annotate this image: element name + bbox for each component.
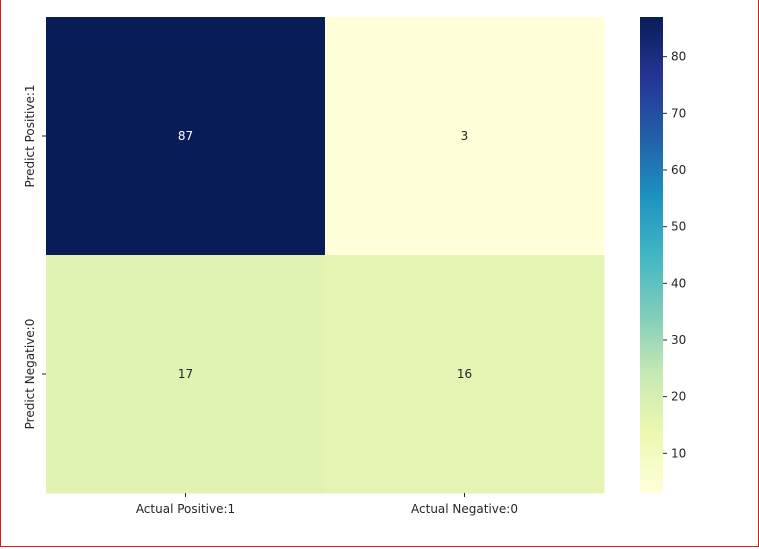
heatmap-cell-labels: 87 3 17 16 <box>178 129 472 381</box>
cell-value-label: 3 <box>461 129 469 143</box>
x-tick-label: Actual Negative:0 <box>411 502 518 516</box>
heatmap-cell-r0-c1 <box>325 17 605 256</box>
cell-value-label: 16 <box>457 367 472 381</box>
x-tick-label: Actual Positive:1 <box>136 502 235 516</box>
heatmap-cell-r0-c0 <box>46 17 326 256</box>
heatmap-cells <box>46 17 605 494</box>
colorbar-tick-label: 10 <box>671 446 686 460</box>
colorbar: 10 20 30 40 50 60 70 80 <box>640 17 686 493</box>
heatmap-cell-r1-c1 <box>325 255 605 494</box>
colorbar-tick-label: 60 <box>671 163 686 177</box>
y-axis: Predict Positive:1 Predict Negative:0 <box>23 84 46 429</box>
colorbar-tick-label: 30 <box>671 333 686 347</box>
heatmap-cell-r1-c0 <box>46 255 326 494</box>
x-axis: Actual Positive:1 Actual Negative:0 <box>136 493 518 516</box>
colorbar-tick-label: 80 <box>671 50 686 64</box>
cell-value-label: 87 <box>178 129 193 143</box>
colorbar-gradient <box>640 17 663 493</box>
colorbar-tick-label: 50 <box>671 220 686 234</box>
colorbar-tick-label: 40 <box>671 276 686 290</box>
cell-value-label: 17 <box>178 367 193 381</box>
y-tick-label: Predict Negative:0 <box>23 319 37 430</box>
colorbar-tick-label: 70 <box>671 106 686 120</box>
colorbar-tick-label: 20 <box>671 390 686 404</box>
y-tick-label: Predict Positive:1 <box>23 84 37 187</box>
